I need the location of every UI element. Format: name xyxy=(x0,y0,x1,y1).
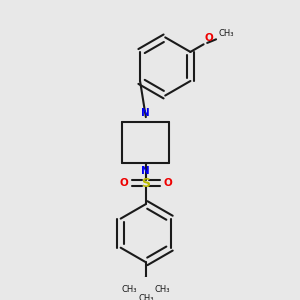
Text: O: O xyxy=(164,178,172,188)
Text: CH₃: CH₃ xyxy=(155,286,170,295)
Text: S: S xyxy=(141,177,150,190)
Text: N: N xyxy=(142,166,150,176)
Text: CH₃: CH₃ xyxy=(122,286,137,295)
Text: CH₃: CH₃ xyxy=(219,29,234,38)
Text: O: O xyxy=(204,34,213,44)
Text: O: O xyxy=(119,178,128,188)
Text: CH₃: CH₃ xyxy=(138,294,154,300)
Text: N: N xyxy=(142,108,150,118)
